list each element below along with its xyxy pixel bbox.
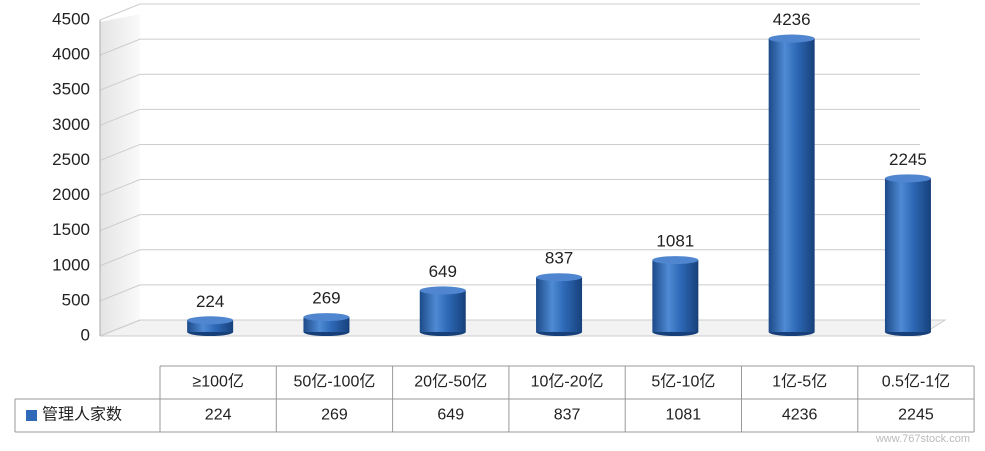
y-tick-label: 1000: [52, 255, 90, 274]
legend-swatch: [26, 410, 37, 421]
watermark: www.767stock.com: [875, 433, 970, 445]
y-tick-label: 2000: [52, 185, 90, 204]
bar: [652, 260, 699, 332]
grid-line: [99, 38, 920, 56]
x-tick-label: 0.5亿-1亿: [882, 373, 950, 391]
y-tick-label: 3500: [52, 80, 90, 99]
x-tick-label: 1亿-5亿: [772, 373, 827, 391]
side-wall: [100, 14, 140, 336]
data-label: 1081: [656, 232, 694, 251]
y-tick-label: 2500: [52, 150, 90, 169]
grid-line: [99, 179, 920, 197]
table-value: 269: [321, 407, 348, 424]
data-label: 4236: [773, 10, 811, 29]
data-label: 649: [429, 262, 457, 281]
y-tick-label: 500: [62, 290, 90, 309]
bar-top: [884, 174, 931, 183]
grid-line: [99, 108, 920, 126]
grid-line: [99, 249, 920, 267]
data-label: 224: [196, 292, 224, 311]
data-label: 837: [545, 249, 573, 268]
grid-line: [99, 73, 920, 91]
bar: [768, 38, 815, 332]
bar-top: [768, 34, 815, 43]
y-tick-label: 1500: [52, 220, 90, 239]
table-value: 837: [554, 407, 581, 424]
bar: [536, 277, 583, 332]
table-value: 2245: [898, 407, 934, 424]
x-tick-label: 50亿-100亿: [294, 373, 376, 391]
table-value: 4236: [782, 407, 818, 424]
bar-top: [419, 286, 466, 295]
table-value: 224: [205, 407, 232, 424]
x-tick-label: ≥100亿: [192, 373, 243, 391]
y-tick-label: 4000: [52, 45, 90, 64]
y-tick-label: 4500: [52, 9, 90, 28]
legend-label: 管理人家数: [42, 406, 122, 424]
bar: [419, 290, 466, 332]
bar-top: [303, 313, 350, 322]
grid-line: [99, 3, 920, 21]
x-tick-label: 20亿-50亿: [414, 373, 487, 391]
data-label: 269: [312, 289, 340, 308]
bar: [884, 178, 931, 332]
bar: [303, 317, 350, 332]
grid-line: [99, 214, 920, 232]
bar-top: [652, 256, 699, 265]
data-label: 2245: [889, 150, 927, 169]
bar-top: [536, 273, 583, 282]
table-value: 1081: [666, 407, 702, 424]
y-tick-label: 3000: [52, 115, 90, 134]
y-tick-label: 0: [81, 325, 90, 344]
bar: [187, 320, 234, 332]
x-tick-label: 5亿-10亿: [651, 373, 715, 391]
table-value: 649: [437, 407, 464, 424]
bar-top: [187, 316, 234, 325]
grid-line: [99, 143, 920, 161]
x-tick-label: 10亿-20亿: [531, 373, 604, 391]
